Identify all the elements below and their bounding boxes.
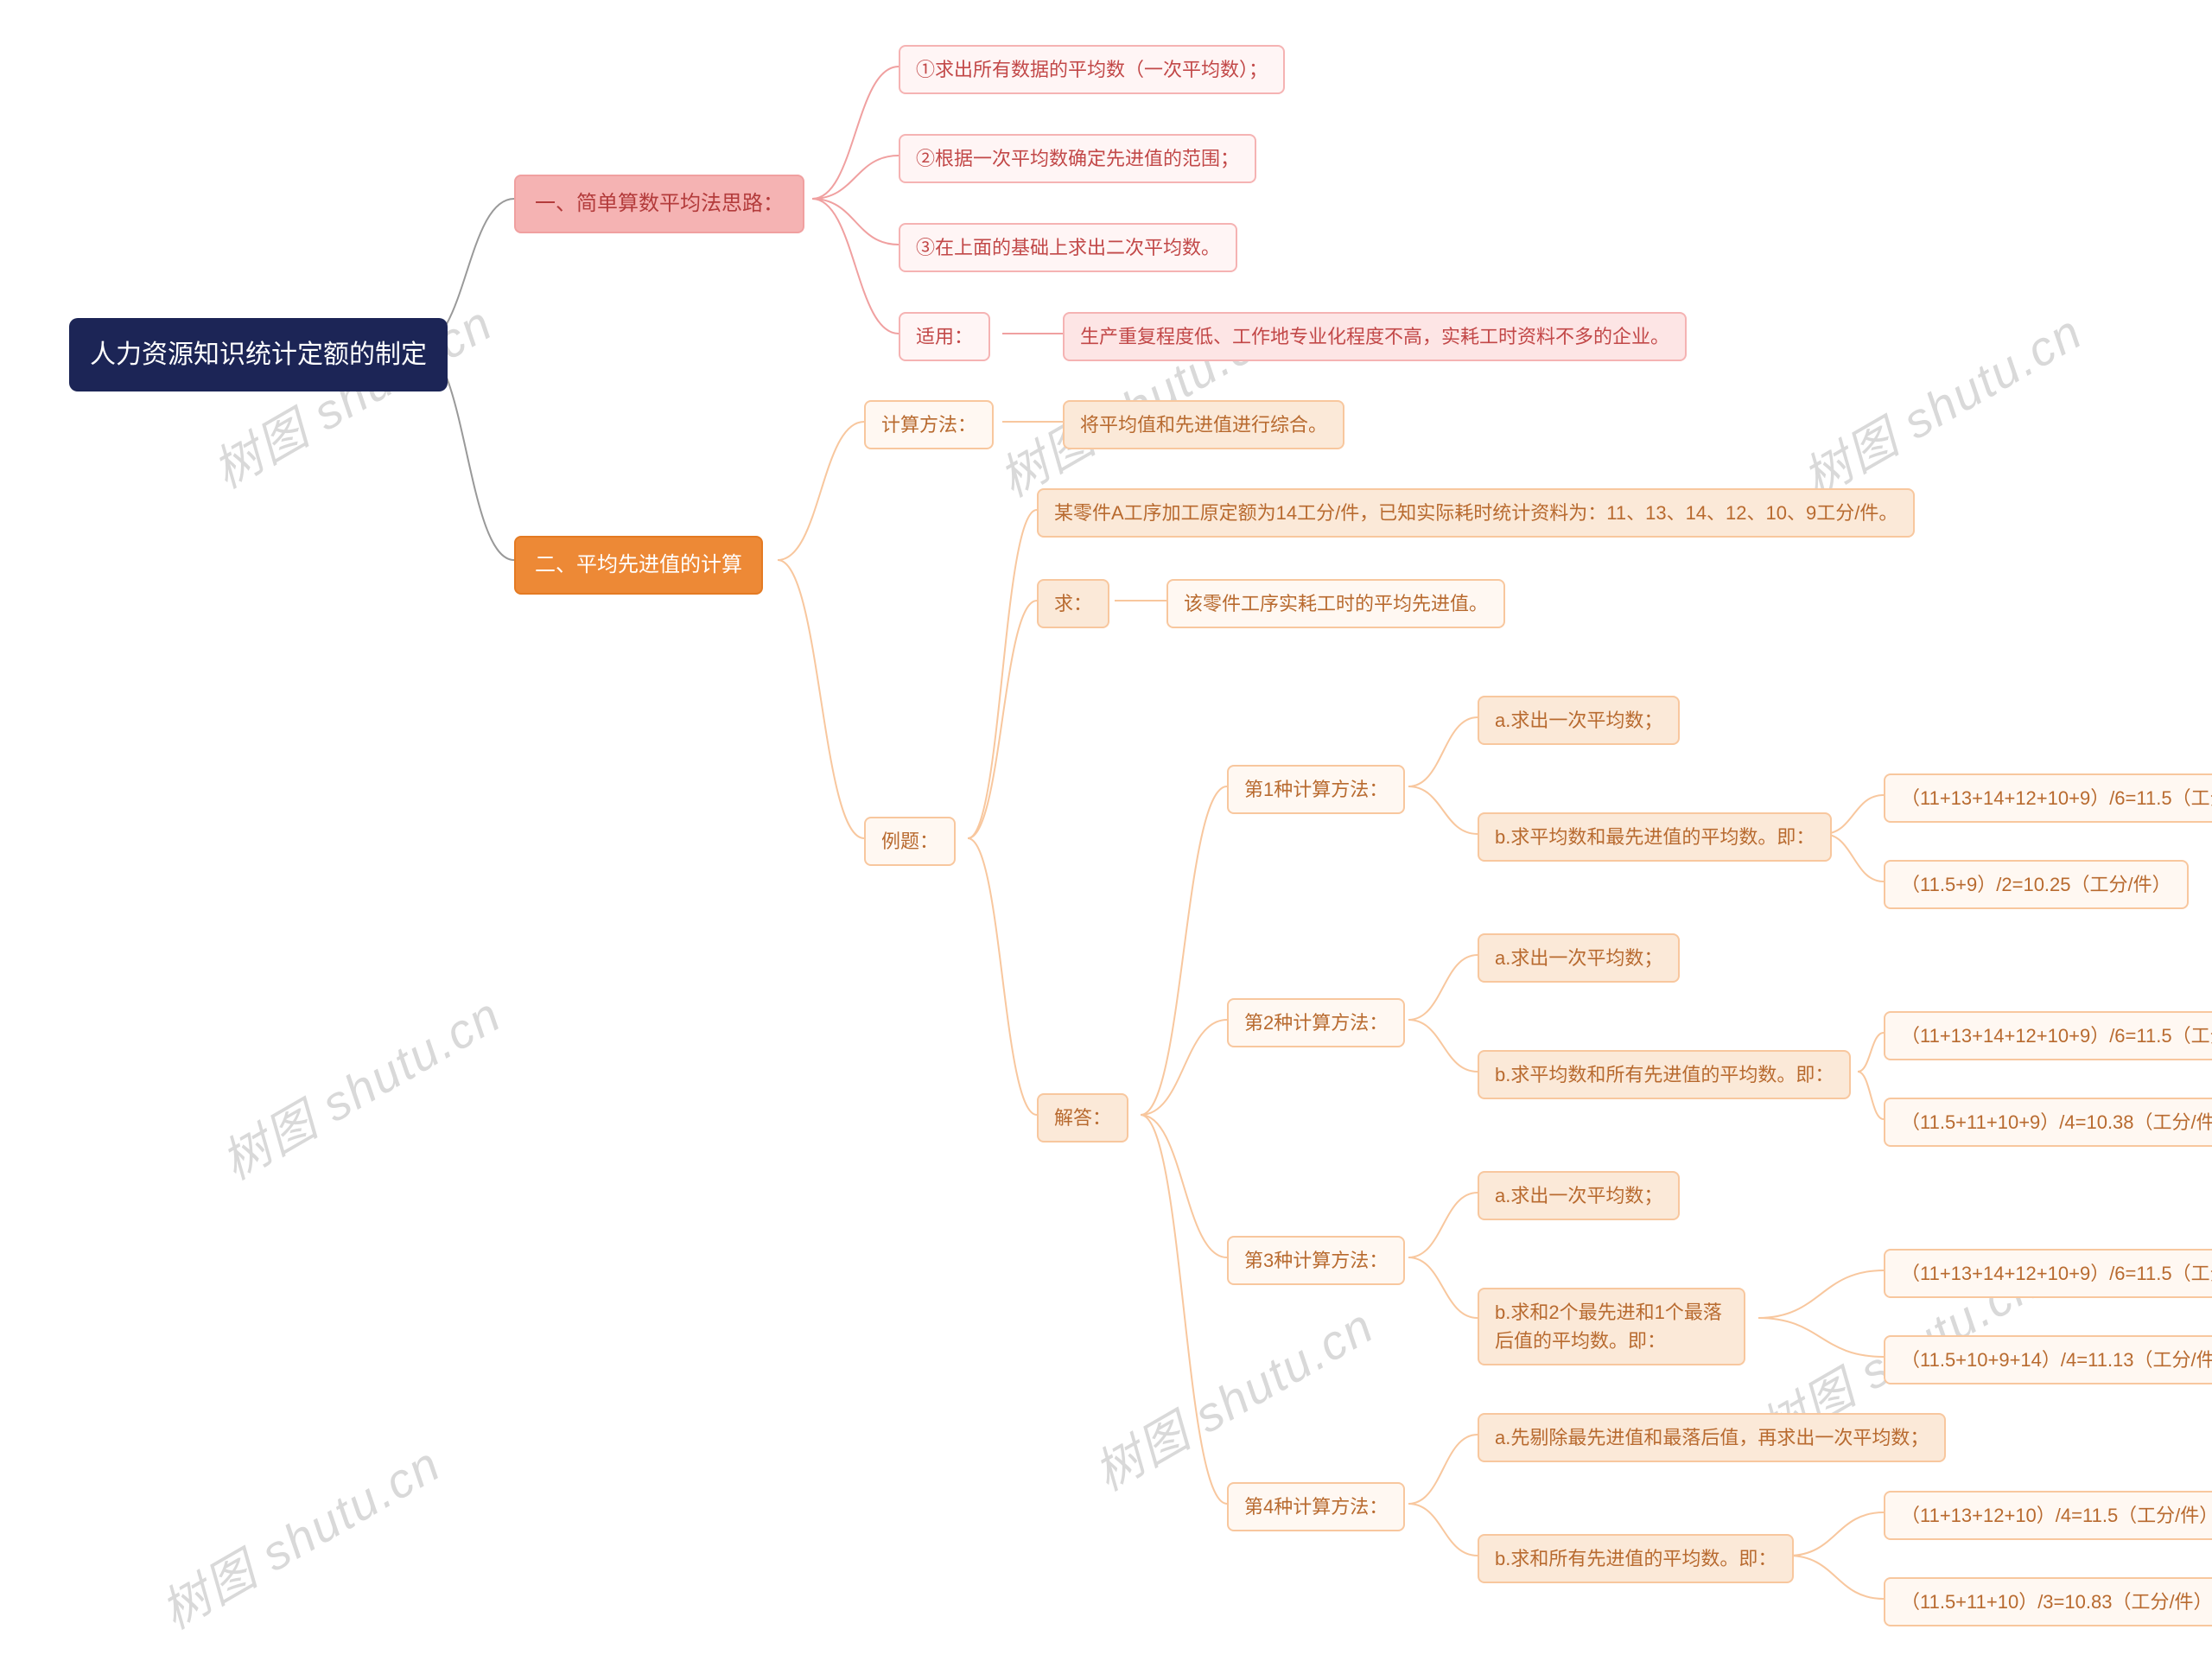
example-label: 例题： xyxy=(864,817,956,866)
method-3-a: a.求出一次平均数； xyxy=(1478,1171,1680,1220)
method-4-a: a.先剔除最先进值和最落后值，再求出一次平均数； xyxy=(1478,1413,1946,1462)
method-1-c1: （11+13+14+12+10+9）/6=11.5（工分/件） xyxy=(1884,773,2212,823)
branch1-item-1: ①求出所有数据的平均数（一次平均数）； xyxy=(899,45,1285,94)
method-4-c1: （11+13+12+10）/4=11.5（工分/件） xyxy=(1884,1491,2212,1540)
method-2-a: a.求出一次平均数； xyxy=(1478,933,1680,983)
answer-label: 解答： xyxy=(1037,1093,1128,1143)
method-1-c2: （11.5+9）/2=10.25（工分/件） xyxy=(1884,860,2189,909)
method-3-c1: （11+13+14+12+10+9）/6=11.5（工分/件） xyxy=(1884,1249,2212,1298)
watermark: 树图 shutu.cn xyxy=(1789,294,2094,511)
watermark: 树图 shutu.cn xyxy=(207,977,512,1193)
method-4-b: b.求和所有先进值的平均数。即： xyxy=(1478,1534,1794,1583)
branch1-item-2: ②根据一次平均数确定先进值的范围； xyxy=(899,134,1256,183)
method-3-b: b.求和2个最先进和1个最落后值的平均数。即： xyxy=(1478,1288,1745,1365)
method-1-b: b.求平均数和最先进值的平均数。即： xyxy=(1478,812,1832,862)
branch1-apply-label: 适用： xyxy=(899,312,990,361)
calc-label: 计算方法： xyxy=(864,400,994,449)
branch1-item-3: ③在上面的基础上求出二次平均数。 xyxy=(899,223,1237,272)
method-2-c1: （11+13+14+12+10+9）/6=11.5（工分/件） xyxy=(1884,1011,2212,1060)
branch-1: 一、简单算数平均法思路： xyxy=(514,175,804,233)
example-given: 某零件A工序加工原定额为14工分/件，已知实际耗时统计资料为：11、13、14、… xyxy=(1037,488,1915,538)
ask-text: 该零件工序实耗工时的平均先进值。 xyxy=(1166,579,1505,628)
method-2-c2: （11.5+11+10+9）/4=10.38（工分/件） xyxy=(1884,1098,2212,1147)
method-3-label: 第3种计算方法： xyxy=(1227,1236,1405,1285)
ask-label: 求： xyxy=(1037,579,1109,628)
method-2-label: 第2种计算方法： xyxy=(1227,998,1405,1047)
method-1-a: a.求出一次平均数； xyxy=(1478,696,1680,745)
method-4-label: 第4种计算方法： xyxy=(1227,1482,1405,1531)
watermark: 树图 shutu.cn xyxy=(147,1426,452,1643)
branch-2: 二、平均先进值的计算 xyxy=(514,536,763,595)
method-2-b: b.求平均数和所有先进值的平均数。即： xyxy=(1478,1050,1851,1099)
calc-text: 将平均值和先进值进行综合。 xyxy=(1063,400,1344,449)
root-node: 人力资源知识统计定额的制定 xyxy=(69,318,448,391)
watermark: 树图 shutu.cn xyxy=(1080,1288,1385,1505)
method-3-c2: （11.5+10+9+14）/4=11.13（工分/件） xyxy=(1884,1335,2212,1384)
branch1-apply-text: 生产重复程度低、工作地专业化程度不高，实耗工时资料不多的企业。 xyxy=(1063,312,1687,361)
method-1-label: 第1种计算方法： xyxy=(1227,765,1405,814)
method-4-c2: （11.5+11+10）/3=10.83（工分/件） xyxy=(1884,1577,2212,1626)
